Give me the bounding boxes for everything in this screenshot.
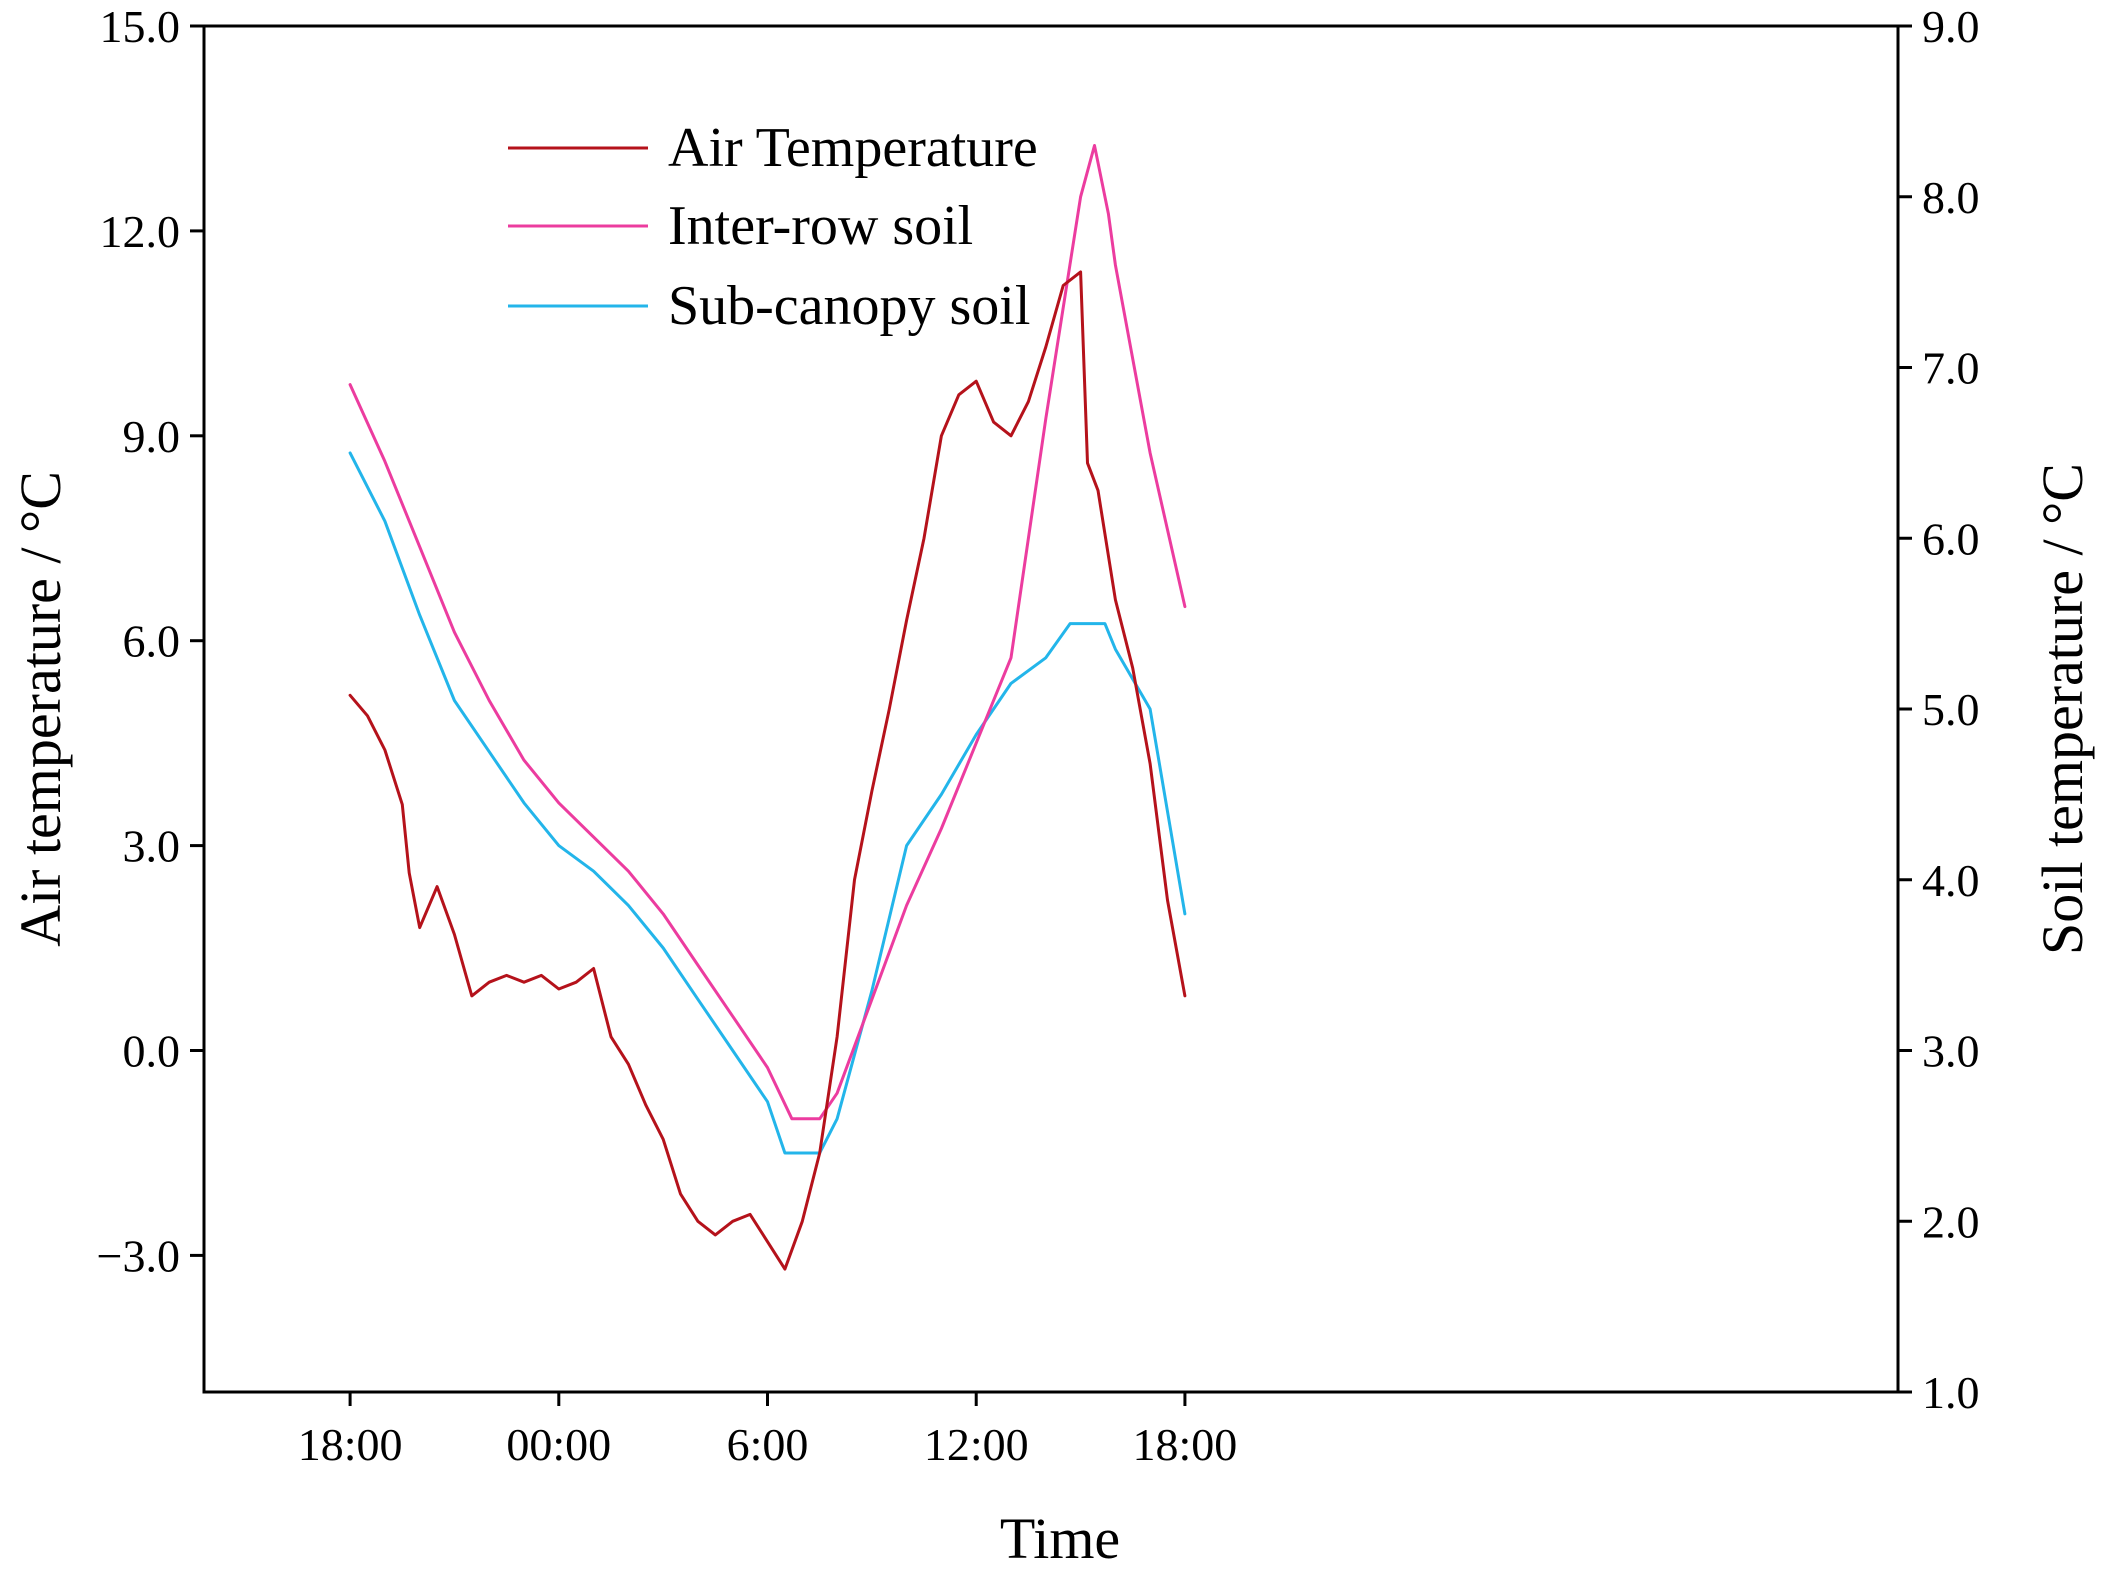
right-tick-label: 9.0: [1922, 1, 1980, 52]
x-axis: 18:00 00:00 6:00 12:00 18:00: [298, 1392, 1238, 1470]
right-axis: 9.0 8.0 7.0 6.0 5.0 4.0 3.0 2.0 1.0: [1898, 1, 1980, 1418]
series-line-inter-row-soil: [348, 144, 1187, 1121]
legend: Air Temperature Inter-row soil Sub-canop…: [508, 117, 1038, 337]
left-axis: 15.0 12.0 9.0 6.0 3.0 0.0 −3.0: [97, 1, 204, 1281]
left-tick-label: 0.0: [123, 1026, 181, 1077]
right-tick-label: 2.0: [1922, 1196, 1980, 1247]
x-tick-label: 18:00: [298, 1419, 403, 1470]
legend-label-inter-row-soil: Inter-row soil: [668, 195, 973, 257]
right-tick-label: 4.0: [1922, 855, 1980, 906]
right-tick-label: 5.0: [1922, 684, 1980, 735]
right-tick-label: 6.0: [1922, 513, 1980, 564]
right-tick-label: 1.0: [1922, 1367, 1980, 1418]
x-axis-title: Time: [1000, 1506, 1120, 1569]
left-tick-label: 12.0: [100, 206, 181, 257]
right-tick-label: 3.0: [1922, 1026, 1980, 1077]
series-line-air-temperature: [348, 270, 1187, 1271]
x-tick-label: 00:00: [506, 1419, 611, 1470]
x-tick-label: 6:00: [727, 1419, 809, 1470]
left-axis-title: Air temperature / °C: [8, 471, 73, 947]
right-tick-label: 8.0: [1922, 172, 1980, 223]
series-line-sub-canopy-soil: [348, 451, 1187, 1155]
left-tick-label: 6.0: [123, 616, 181, 667]
x-tick-label: 12:00: [924, 1419, 1029, 1470]
left-tick-label: 9.0: [123, 411, 181, 462]
legend-label-air-temperature: Air Temperature: [668, 117, 1038, 179]
left-tick-label: −3.0: [97, 1230, 180, 1281]
x-tick-label: 18:00: [1133, 1419, 1238, 1470]
series-layer: [348, 144, 1187, 1271]
left-tick-label: 3.0: [123, 821, 181, 872]
right-axis-title: Soil temperature / °C: [2030, 463, 2095, 955]
left-tick-label: 15.0: [100, 1, 181, 52]
right-tick-label: 7.0: [1922, 343, 1980, 394]
legend-label-sub-canopy-soil: Sub-canopy soil: [668, 275, 1030, 337]
